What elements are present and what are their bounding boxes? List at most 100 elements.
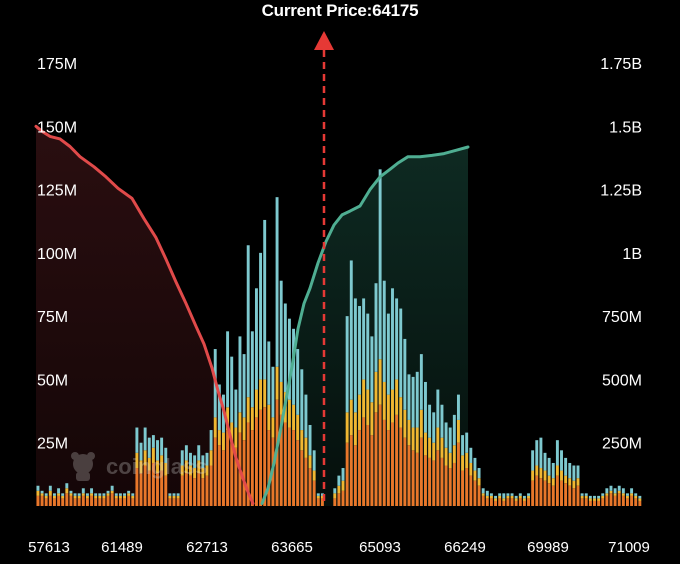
bar-segment-top [44, 493, 48, 496]
current-price-arrow-icon [314, 31, 334, 50]
bar-segment-bottom [630, 495, 634, 506]
bar-segment-middle [44, 495, 48, 499]
bar-segment-top [184, 445, 188, 461]
bar-segment-bottom [419, 437, 423, 506]
bar-segment-middle [411, 427, 415, 451]
x-axis-tick-label: 66249 [444, 539, 486, 556]
bar-segment-middle [250, 407, 254, 431]
bar-segment-middle [473, 470, 477, 481]
bar-segment-middle [634, 495, 638, 499]
bar-segment-middle [135, 452, 139, 469]
bar-segment-middle [349, 399, 353, 436]
bar-segment-middle [316, 495, 320, 499]
bar-segment-middle [576, 478, 580, 486]
bar-segment-middle [378, 359, 382, 405]
bar-segment-bottom [131, 498, 135, 506]
bar-segment-bottom [267, 430, 271, 506]
bar-segment-bottom [176, 498, 180, 506]
bar-segment-bottom [407, 445, 411, 506]
bar-segment-top [382, 280, 386, 382]
bar-segment-top [510, 493, 514, 496]
bar-segment-top [411, 376, 415, 428]
bar-segment-middle [386, 394, 390, 431]
bar-segment-top [90, 488, 94, 494]
bar-segment-top [85, 493, 89, 496]
bar-segment-middle [110, 490, 114, 494]
x-axis-tick-label: 65093 [359, 539, 401, 556]
bar-segment-top [102, 493, 106, 496]
right-axis-tick-label: 500M [602, 372, 642, 389]
bar-segment-top [81, 488, 85, 494]
bar-segment-top [477, 468, 481, 479]
bar-segment-middle [65, 488, 69, 494]
bar-segment-bottom [102, 498, 106, 506]
bar-segment-middle [613, 493, 617, 496]
bar-segment-middle [601, 495, 605, 499]
bar-segment-middle [287, 399, 291, 428]
bar-segment-bottom [452, 462, 456, 506]
bar-segment-top [308, 424, 312, 456]
bar-segment-top [312, 450, 316, 471]
right-axis-tick-label: 750M [602, 309, 642, 326]
bar-segment-top [593, 495, 596, 499]
bar-segment-top [333, 488, 337, 494]
bar-segment-top [217, 384, 221, 431]
bar-segment-top [374, 283, 378, 372]
bar-segment-middle [193, 468, 197, 479]
bar-segment-bottom [613, 495, 617, 506]
bar-segment-top [584, 493, 588, 496]
bar-segment-top [494, 495, 498, 499]
bar-segment-bottom [110, 493, 114, 506]
bar-segment-top [560, 450, 563, 471]
x-axis-tick-label: 71009 [608, 539, 650, 556]
bar-segment-middle [172, 495, 176, 499]
bar-segment-bottom [242, 440, 246, 506]
bar-segment-bottom [81, 495, 85, 506]
bar-segment-bottom [48, 495, 52, 506]
bar-segment-bottom [333, 498, 337, 506]
bar-segment-bottom [213, 437, 217, 506]
bar-segment-top [271, 366, 275, 418]
bar-segment-top [118, 493, 122, 496]
bar-segment-bottom [621, 495, 625, 506]
bar-segment-top [597, 495, 601, 499]
bar-segment-middle [312, 470, 316, 481]
bar-segment-bottom [337, 493, 341, 506]
right-axis-tick-label: 250M [602, 436, 642, 453]
bar-segment-middle [114, 495, 118, 499]
bar-segment-bottom [143, 465, 147, 506]
bar-segment-bottom [259, 409, 263, 506]
bar-segment-middle [358, 394, 361, 431]
bar-segment-middle [217, 430, 221, 446]
bar-segment-middle [333, 493, 337, 499]
bar-segment-middle [617, 490, 621, 494]
bar-segment-middle [275, 366, 279, 400]
bar-segment-middle [52, 495, 56, 499]
bar-segment-bottom [527, 498, 530, 506]
bar-segment-bottom [341, 490, 345, 506]
bar-segment-middle [197, 460, 201, 474]
left-axis-tick-label: 50M [37, 372, 68, 389]
bar-segment-top [349, 260, 353, 400]
bar-segment-middle [362, 379, 366, 418]
bar-segment-bottom [40, 495, 44, 506]
right-axis-tick-label: 1.75B [600, 56, 642, 73]
bar-segment-bottom [234, 447, 238, 506]
bar-segment-bottom [222, 450, 225, 506]
bar-segment-middle [106, 493, 110, 496]
bar-segment-middle [518, 495, 522, 499]
bar-segment-top [259, 252, 263, 380]
bar-segment-middle [370, 402, 374, 436]
bar-segment-top [370, 336, 374, 403]
bar-segment-middle [123, 495, 126, 499]
bar-segment-bottom [601, 498, 605, 506]
x-axis-tick-label: 57613 [28, 539, 70, 556]
bar-segment-top [57, 488, 61, 494]
bar-segment-bottom [378, 404, 382, 506]
bar-segment-middle [419, 409, 423, 438]
bar-segment-top [572, 465, 576, 481]
bar-segment-top [147, 437, 151, 458]
bar-segment-middle [535, 465, 539, 476]
bar-segment-top [506, 493, 510, 496]
bar-segment-bottom [226, 430, 230, 506]
